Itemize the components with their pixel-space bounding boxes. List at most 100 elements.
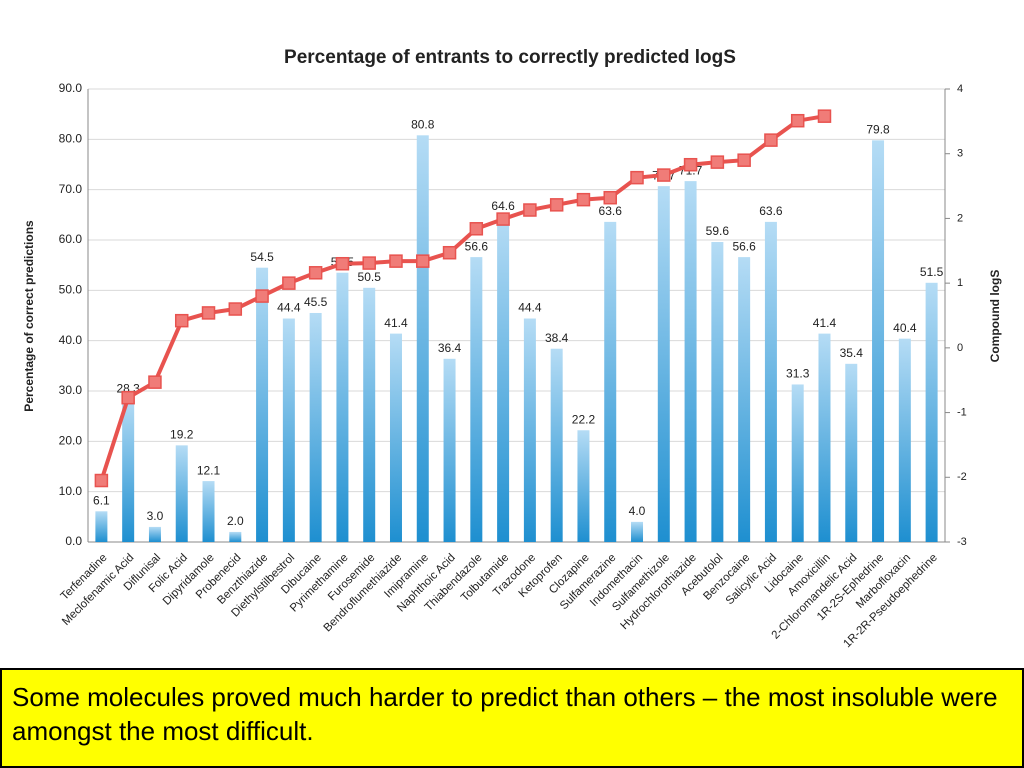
bar [202, 481, 215, 542]
y-tick-label: 10.0 [59, 484, 83, 498]
y2-tick-label: 2 [957, 212, 963, 224]
data-label: 59.6 [706, 224, 730, 238]
line-marker [549, 198, 564, 212]
data-label: 36.4 [438, 341, 462, 355]
line-marker [576, 192, 591, 207]
data-label: 63.6 [759, 204, 783, 218]
chart-title: Percentage of entrants to correctly pred… [284, 47, 736, 68]
line [99, 114, 825, 482]
data-label: 63.6 [599, 204, 623, 218]
line-marker [94, 473, 109, 488]
data-label: 50.5 [358, 270, 382, 284]
line-marker [228, 302, 243, 316]
bar [443, 358, 456, 542]
line-marker [416, 254, 430, 268]
y-tick-label: 90.0 [59, 81, 83, 95]
data-label: 22.2 [572, 412, 596, 426]
bar [925, 282, 938, 542]
bar [95, 511, 108, 542]
bar [791, 384, 804, 542]
data-label: 56.6 [732, 239, 756, 253]
line-marker [282, 276, 296, 290]
bar [470, 257, 483, 542]
y-tick-label: 40.0 [59, 333, 83, 347]
bar [898, 338, 911, 542]
line-marker [657, 168, 671, 182]
bar [523, 318, 536, 542]
data-label: 40.4 [893, 321, 917, 335]
y2-tick-label: -2 [957, 471, 967, 483]
y-tick-label: 60.0 [59, 232, 83, 246]
bar [336, 272, 349, 542]
caption: Some molecules proved much harder to pre… [0, 668, 1024, 768]
chart: Percentage of entrants to correctly pred… [22, 47, 1002, 650]
line-marker [335, 256, 350, 271]
bar [256, 267, 269, 542]
data-label: 19.2 [170, 428, 194, 442]
data-label: 38.4 [545, 331, 569, 345]
y-tick-label: 50.0 [59, 283, 83, 297]
y2-tick-label: -3 [957, 536, 967, 548]
line-marker [737, 153, 751, 167]
y2-tick-label: 1 [957, 277, 963, 289]
bar [872, 140, 885, 542]
line-marker [362, 256, 376, 270]
bar [711, 242, 724, 542]
line-marker [201, 306, 216, 320]
bar [122, 399, 135, 542]
line-marker [496, 212, 510, 226]
data-label: 64.6 [491, 199, 515, 213]
line-marker [764, 133, 778, 147]
line-marker [174, 313, 189, 328]
bar [416, 135, 429, 542]
data-label: 6.1 [93, 493, 110, 507]
line-marker [148, 375, 162, 389]
bar [818, 333, 831, 542]
y2-tick-label: 3 [957, 148, 963, 160]
y2-axis-label: Compound logS [988, 270, 1002, 363]
data-label: 44.4 [518, 301, 542, 315]
y2-tick-label: -1 [957, 406, 967, 418]
y-tick-label: 70.0 [59, 182, 83, 196]
line-marker [469, 222, 484, 236]
line-marker [710, 155, 725, 169]
bar [577, 430, 590, 542]
data-label: 80.8 [411, 117, 435, 131]
y-axis-label: Percentage of correct predictions [22, 220, 36, 412]
y-tick-label: 0.0 [65, 534, 82, 548]
bar [604, 221, 617, 542]
y2-tick-label: 0 [957, 342, 963, 354]
line-marker [630, 170, 644, 185]
bar [363, 287, 376, 542]
bar [684, 181, 697, 543]
bar [148, 526, 161, 542]
data-label: 41.4 [813, 316, 837, 330]
bar [550, 348, 563, 542]
bar [845, 363, 858, 542]
y-tick-label: 30.0 [59, 383, 83, 397]
line-marker [121, 390, 135, 405]
bar [389, 333, 402, 542]
bar [497, 216, 510, 542]
bar [657, 186, 670, 543]
bar [764, 221, 777, 542]
line-marker [389, 254, 403, 268]
bar [282, 318, 295, 542]
data-label: 35.4 [840, 346, 864, 360]
data-label: 2.0 [227, 514, 244, 528]
y-tick-label: 80.0 [59, 132, 83, 146]
data-label: 51.5 [920, 265, 944, 279]
bar [631, 521, 644, 542]
bar [175, 445, 188, 542]
data-label: 12.1 [197, 463, 221, 477]
y2-tick-label: 4 [957, 83, 963, 95]
line-marker [308, 266, 323, 280]
bar [229, 531, 242, 542]
line-marker [790, 113, 805, 128]
line-marker [442, 245, 457, 260]
data-label: 54.5 [250, 250, 274, 264]
bar [738, 257, 751, 542]
data-label: 31.3 [786, 367, 810, 381]
line-marker [683, 157, 698, 172]
